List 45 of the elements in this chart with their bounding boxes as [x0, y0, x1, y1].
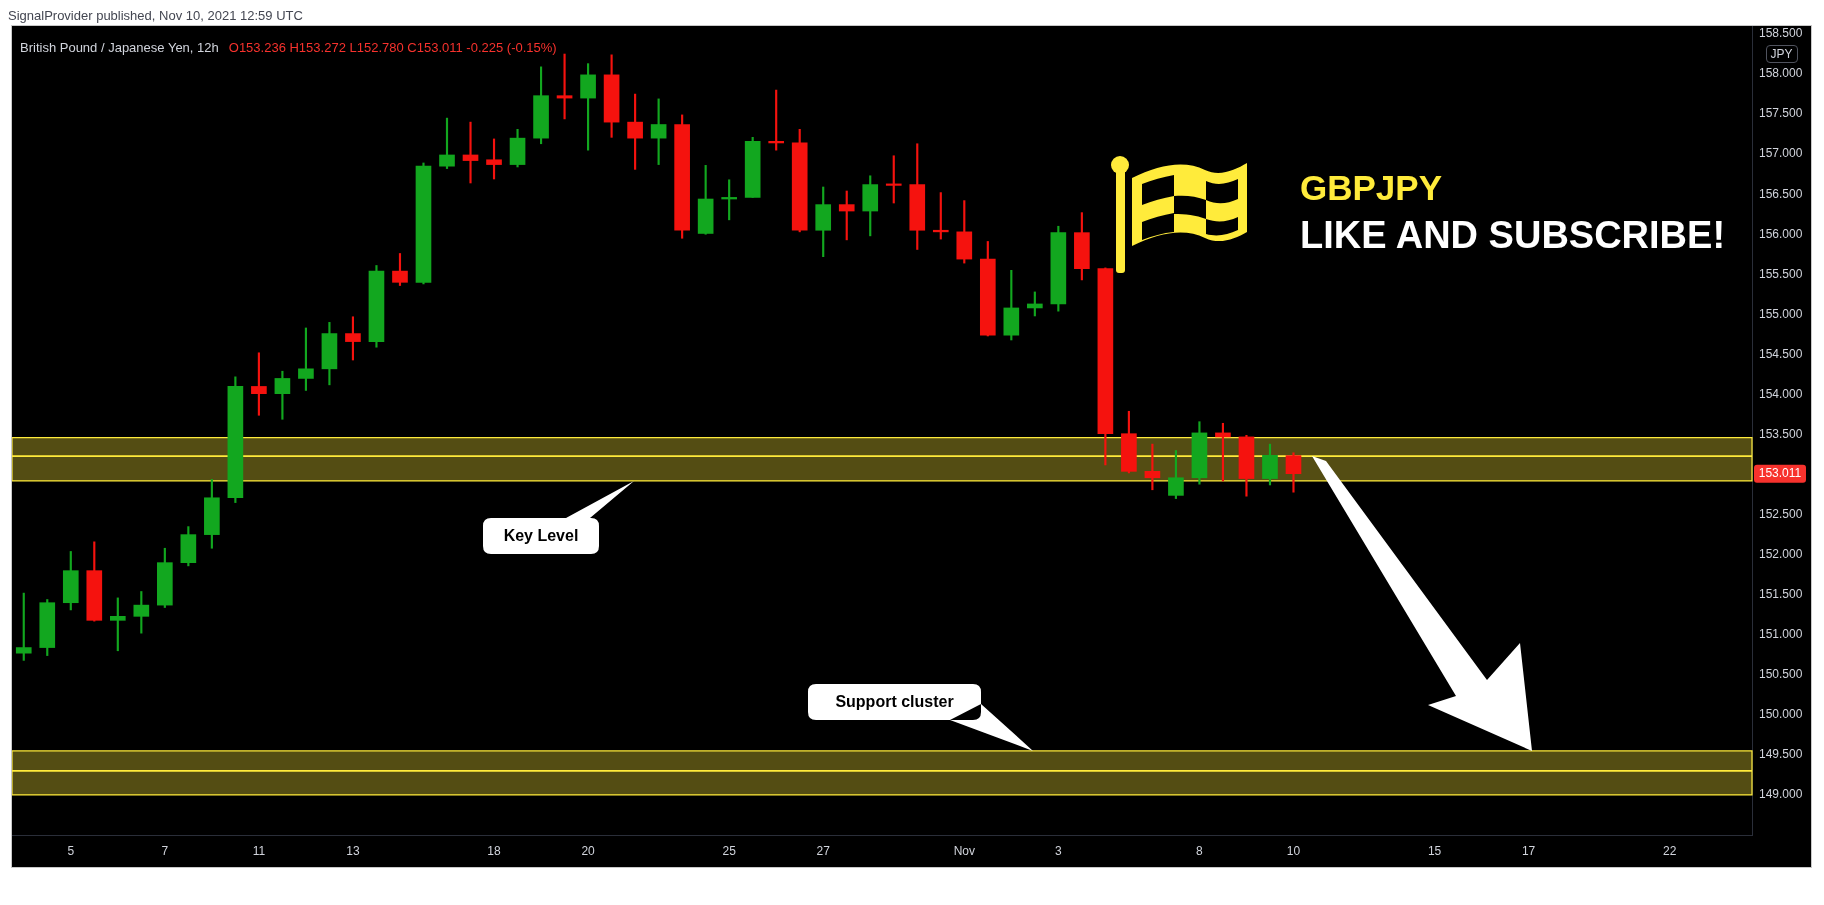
- y-tick-label: 153.500: [1759, 426, 1803, 441]
- x-tick-label: 3: [1055, 843, 1063, 858]
- y-tick-label: 158.000: [1759, 66, 1803, 81]
- x-tick-label: 8: [1196, 843, 1204, 858]
- y-tick-label: 156.000: [1759, 226, 1803, 241]
- x-tick-label: 10: [1286, 843, 1301, 858]
- candlestick: [462, 121, 479, 184]
- y-tick-label: 150.000: [1759, 707, 1803, 722]
- y-axis-title: JPY: [1765, 45, 1798, 64]
- y-tick-label: 150.500: [1759, 667, 1803, 682]
- band-label: Support cluster: [835, 693, 954, 710]
- x-tick-label: 20: [581, 843, 596, 858]
- x-tick-label: 11: [252, 843, 266, 858]
- y-tick-label: 152.000: [1759, 546, 1803, 561]
- text: 153.011: [1758, 466, 1802, 481]
- y-tick-label: 149.500: [1759, 747, 1803, 762]
- text: SignalProvider published, Nov 10, 2021 12:59 UTC: [8, 8, 303, 23]
- y-tick-label: 155.500: [1759, 266, 1803, 281]
- y-tick-label: 156.500: [1759, 186, 1803, 201]
- text: British Pound / Japanese Yen, 12h: [20, 40, 219, 55]
- y-tick-label: 157.500: [1759, 106, 1803, 121]
- annotation: LIKE AND SUBSCRIBE!: [1300, 214, 1726, 256]
- y-tick-label: 157.000: [1759, 146, 1803, 161]
- y-tick-label: 151.000: [1759, 627, 1803, 642]
- y-tick-label: 149.000: [1759, 787, 1803, 802]
- x-tick-label: 17: [1521, 843, 1536, 858]
- x-tick-label: 5: [67, 843, 75, 858]
- x-tick-label: 18: [487, 843, 502, 858]
- x-tick-label: 15: [1427, 843, 1442, 858]
- y-tick-label: 154.000: [1759, 386, 1803, 401]
- y-tick-label: 154.500: [1759, 346, 1803, 361]
- x-tick-label: 13: [346, 843, 360, 858]
- x-tick-label: Nov: [953, 843, 975, 858]
- annotation: GBPJPY: [1300, 168, 1442, 207]
- x-tick-label: 27: [816, 843, 831, 858]
- text: O153.236 H153.272 L152.780 C153.011 -0.225 (-0.15%): [228, 40, 557, 55]
- candlestick: [556, 53, 573, 120]
- x-tick-label: 25: [722, 843, 737, 858]
- band-label: Key Level: [503, 527, 579, 544]
- y-tick-label: 155.000: [1759, 306, 1803, 321]
- y-tick-label: 152.500: [1759, 506, 1803, 521]
- y-tick-label: 158.500: [1759, 26, 1803, 41]
- x-tick-label: 22: [1663, 843, 1677, 858]
- x-tick-label: 7: [161, 843, 169, 858]
- y-tick-label: 151.500: [1759, 587, 1803, 602]
